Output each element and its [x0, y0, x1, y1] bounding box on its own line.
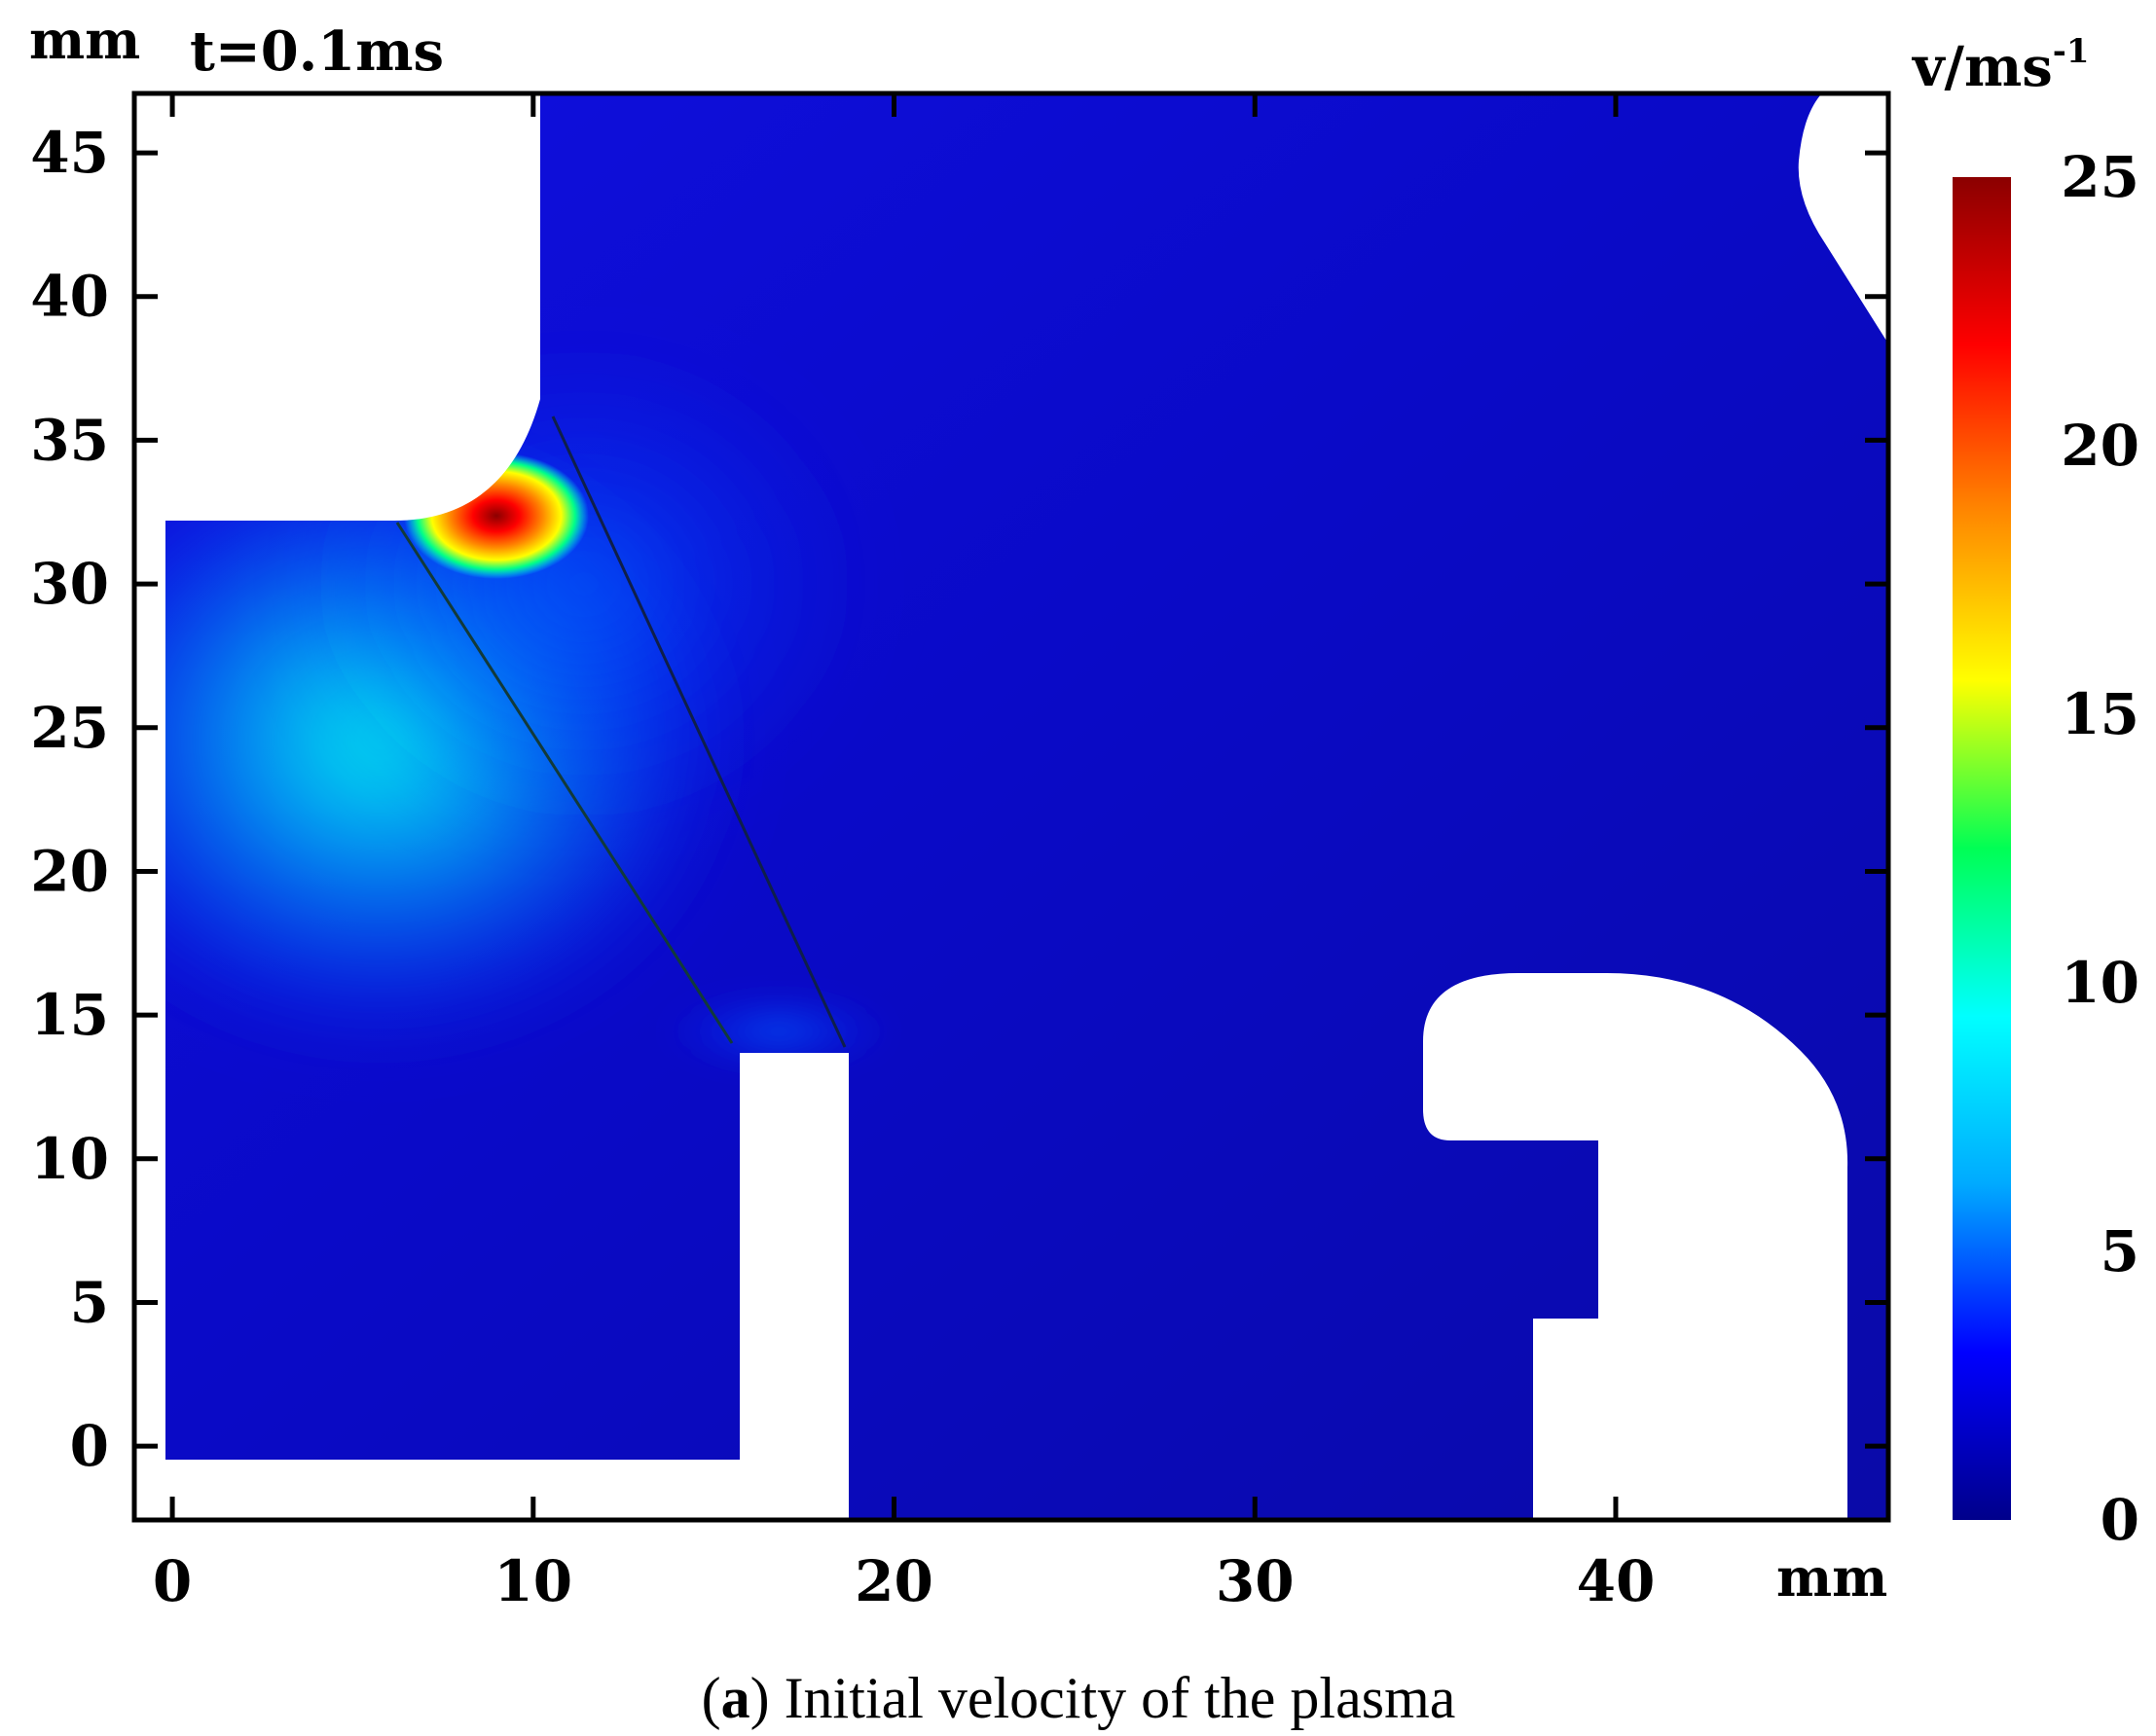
y-tick-label: 25	[30, 695, 109, 761]
colorbar-label: v/ms-1	[1911, 32, 2090, 99]
chart-title: t=0.1ms	[190, 19, 444, 84]
field-gap-glow	[662, 993, 895, 1070]
lower-left-boundary	[136, 1460, 740, 1518]
x-tick-label: 10	[493, 1548, 572, 1614]
caption-text: Initial velocity of the plasma	[770, 1666, 1456, 1730]
colorbar-tick-label: 5	[2101, 1218, 2139, 1284]
colorbar-tick-label: 0	[2101, 1487, 2139, 1553]
colorbar-tick-label: 25	[2061, 144, 2139, 210]
channel-edge-right	[551, 416, 847, 1048]
upper-left-electrode	[136, 95, 540, 1460]
colorbar-ticks: 0 5 10 15 20 25	[2061, 144, 2139, 1553]
colorbar-tick-label: 10	[2061, 950, 2139, 1016]
figure-caption: (a) Initial velocity of the plasma	[702, 1666, 1456, 1730]
x-tick-label: 0	[153, 1548, 192, 1614]
y-axis-label: mm	[29, 9, 140, 71]
colorbar-label-base: v/ms	[1911, 35, 2053, 99]
axes: 0 10 20 30 40 0 5 10 15 20 25 30 35 40 45	[30, 90, 1891, 1614]
x-axis-label: mm	[1776, 1546, 1887, 1609]
hook-electrode	[1423, 973, 1848, 1518]
y-tick-label: 0	[70, 1413, 109, 1479]
upper-right-corner	[1798, 95, 1886, 341]
y-tick-label: 45	[30, 120, 109, 186]
x-tick-label: 30	[1216, 1548, 1295, 1614]
plot-frame	[131, 90, 1891, 1523]
y-tick-label: 20	[30, 838, 109, 904]
caption-label: a	[721, 1666, 750, 1730]
colorbar-tick-label: 20	[2061, 413, 2139, 479]
x-tick-label: 40	[1577, 1548, 1656, 1614]
colorbar-label-superscript: -1	[2053, 32, 2090, 71]
y-tick-label: 30	[30, 551, 109, 617]
channel-edge-left	[395, 522, 734, 1044]
y-tick-label: 35	[30, 407, 109, 473]
left-boundary-strip	[136, 95, 165, 1518]
center-conductor	[740, 1053, 849, 1518]
colorbar	[1953, 177, 2011, 1520]
velocity-field	[136, 95, 1886, 1518]
y-tick-label: 5	[70, 1269, 109, 1335]
colorbar-gradient	[1953, 177, 2011, 1520]
y-tick-label: 15	[30, 982, 109, 1048]
x-tick-label: 20	[855, 1548, 933, 1614]
y-tick-label: 40	[30, 264, 109, 330]
y-tick-label: 10	[30, 1126, 109, 1192]
colorbar-tick-label: 15	[2061, 681, 2139, 747]
